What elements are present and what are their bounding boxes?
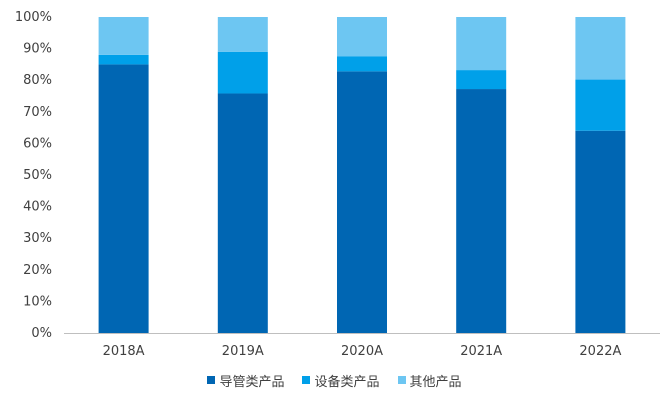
x-tick-label: 2018A — [103, 344, 145, 359]
bar-segment — [337, 56, 387, 72]
legend-swatch — [397, 376, 406, 384]
legend-item: 设备类产品 — [302, 371, 380, 390]
bar-segment — [98, 17, 149, 55]
bar-segment — [217, 93, 268, 333]
legend-label: 其他产品 — [409, 374, 462, 390]
y-axis-ticks: 0% 10% 20% 30% 40% 50% 60% 70% 80% 90% 100% — [15, 10, 52, 341]
bar-segment — [337, 71, 387, 334]
bar-segment — [575, 17, 626, 80]
y-tick-label: 70% — [23, 105, 52, 120]
bars — [98, 17, 626, 334]
x-tick-label: 2021A — [460, 344, 502, 359]
y-tick-label: 80% — [23, 73, 52, 88]
y-tick-label: 50% — [23, 168, 52, 183]
bar-segment — [98, 64, 149, 334]
y-tick-label: 90% — [23, 42, 52, 57]
y-tick-label: 60% — [23, 136, 52, 151]
bar-segment — [456, 17, 507, 71]
legend-item: 其他产品 — [397, 371, 462, 390]
y-tick-label: 30% — [23, 231, 52, 246]
y-tick-label: 10% — [23, 294, 52, 309]
x-tick-label: 2022A — [579, 344, 621, 359]
bar-segment — [217, 17, 268, 52]
x-tick-label: 2020A — [341, 344, 383, 359]
x-axis-ticks: 2018A 2019A 2020A 2021A 2022A — [103, 344, 622, 359]
legend-item: 导管类产品 — [207, 371, 284, 390]
bar-segment — [575, 79, 626, 131]
bar-segment — [456, 70, 507, 90]
bar-segment — [217, 51, 268, 94]
legend-swatch — [207, 376, 216, 384]
y-tick-label: 0% — [31, 326, 52, 341]
bar-segment — [98, 54, 149, 65]
bar-segment — [337, 17, 387, 57]
bar-segment — [456, 89, 507, 333]
legend-label: 导管类产品 — [219, 374, 285, 390]
legend-swatch — [302, 376, 311, 384]
y-tick-label: 100% — [15, 10, 52, 25]
bar-segment — [575, 130, 626, 333]
y-tick-label: 20% — [23, 263, 52, 278]
y-tick-label: 40% — [23, 200, 52, 215]
legend-label: 设备类产品 — [314, 374, 380, 390]
x-tick-label: 2019A — [222, 344, 264, 359]
legend: 导管类产品 设备类产品 其他产品 — [0, 370, 669, 390]
